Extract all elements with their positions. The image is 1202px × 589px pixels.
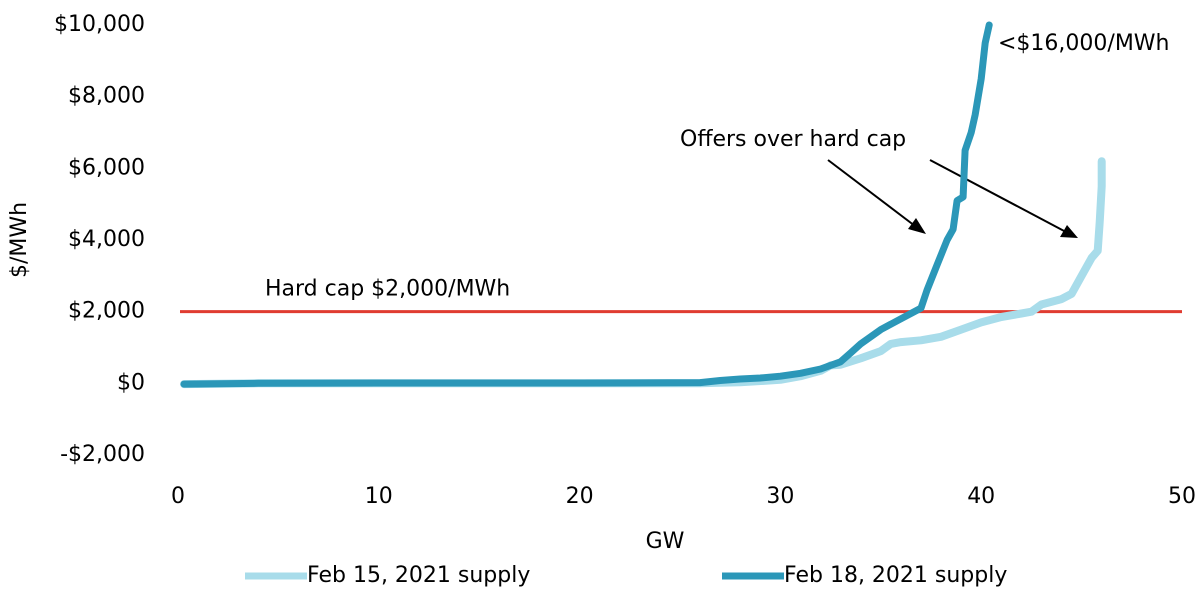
y-tick-label: $8,000 xyxy=(68,84,145,109)
reference-label: Hard cap $2,000/MWh xyxy=(265,277,510,302)
x-tick-label: 10 xyxy=(365,484,393,509)
legend-label: Feb 18, 2021 supply xyxy=(784,563,1007,588)
y-tick-label: $4,000 xyxy=(68,227,145,252)
x-tick-label: 20 xyxy=(566,484,594,509)
annotation: Offers over hard cap xyxy=(680,127,906,152)
y-tick-label: -$2,000 xyxy=(60,442,145,467)
plot-area xyxy=(180,21,1182,389)
y-tick-label: $2,000 xyxy=(68,299,145,324)
series-line xyxy=(180,21,993,388)
y-axis-label: $/MWh xyxy=(7,202,32,278)
x-tick-label: 40 xyxy=(967,484,995,509)
y-tick-label: $6,000 xyxy=(68,155,145,180)
legend-label: Feb 15, 2021 supply xyxy=(307,563,530,588)
annotation: <$16,000/MWh xyxy=(998,31,1170,56)
y-tick-label: $0 xyxy=(117,370,145,395)
x-axis-label: GW xyxy=(646,529,685,554)
y-tick-label: $10,000 xyxy=(54,12,145,37)
x-tick-label: 50 xyxy=(1168,484,1196,509)
x-tick-label: 0 xyxy=(171,484,185,509)
x-tick-label: 30 xyxy=(766,484,794,509)
arrows xyxy=(827,159,1078,238)
